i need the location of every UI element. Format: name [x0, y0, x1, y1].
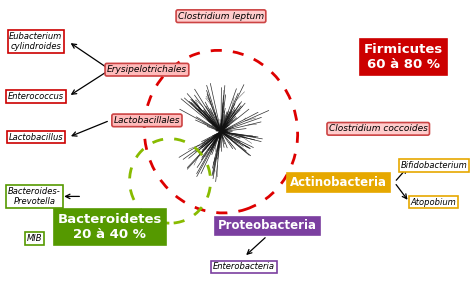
Text: Firmicutes
60 à 80 %: Firmicutes 60 à 80 %	[364, 43, 443, 71]
Text: Lactobacillus: Lactobacillus	[9, 133, 63, 142]
Text: Proteobacteria: Proteobacteria	[218, 220, 317, 232]
Text: Eubacterium
cylindroides: Eubacterium cylindroides	[9, 32, 63, 51]
Text: Actinobacteria: Actinobacteria	[291, 176, 387, 189]
Text: Lactobacillales: Lactobacillales	[114, 116, 180, 125]
Text: Atopobium: Atopobium	[411, 198, 456, 207]
Text: Bifidobacterium: Bifidobacterium	[401, 161, 467, 170]
Text: Clostridium coccoides: Clostridium coccoides	[329, 124, 428, 133]
Text: Erysipelotrichales: Erysipelotrichales	[107, 65, 187, 74]
Text: Enterococcus: Enterococcus	[8, 92, 64, 101]
Text: Clostridium leptum: Clostridium leptum	[178, 12, 264, 21]
Text: Enterobacteria: Enterobacteria	[213, 262, 275, 271]
Text: Bacteroidetes
20 à 40 %: Bacteroidetes 20 à 40 %	[58, 213, 162, 241]
Text: MIB: MIB	[27, 234, 42, 243]
Text: Bacteroides-
Prevotella: Bacteroides- Prevotella	[8, 187, 61, 206]
